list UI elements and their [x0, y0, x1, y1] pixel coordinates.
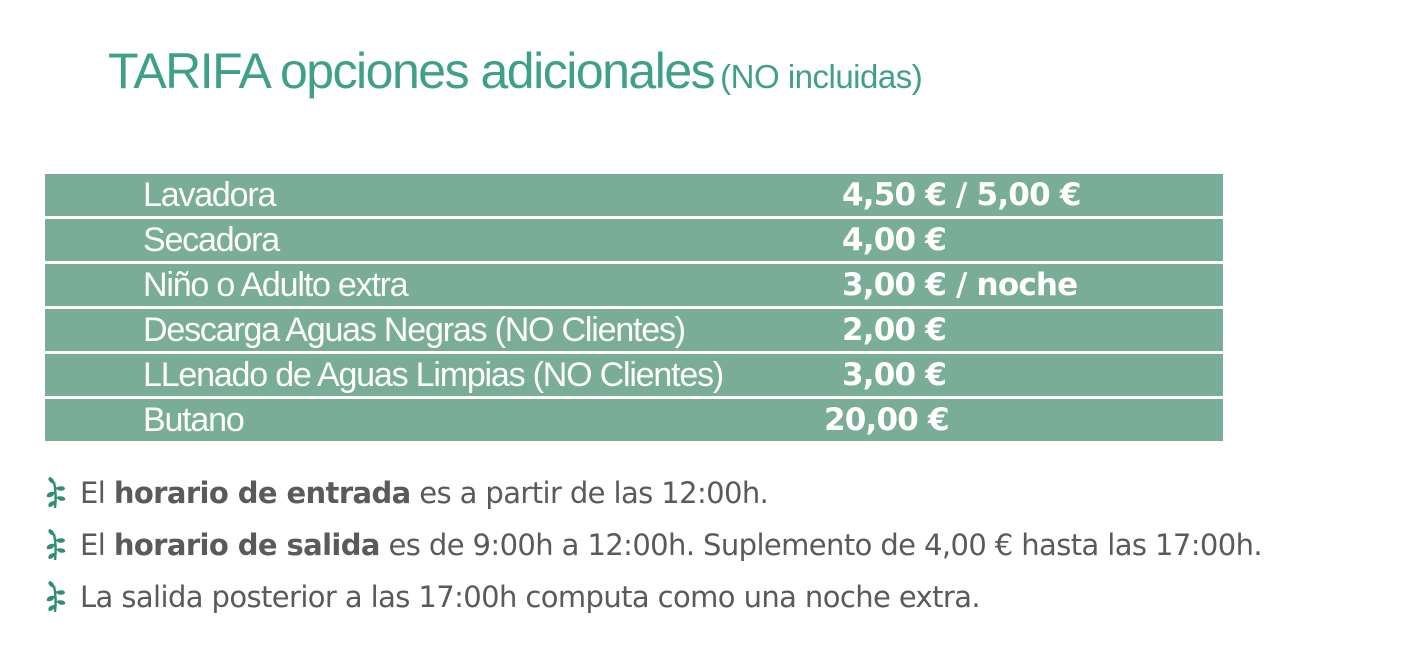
leaf-icon [44, 580, 70, 614]
rate-price: 3,00 € [842, 357, 947, 393]
rate-label: Niño o Adulto extra [143, 266, 409, 304]
note-check-in: El horario de entrada es a partir de las… [44, 467, 1424, 519]
rate-row-llenado-aguas-limpias: LLenado de Aguas Limpias (NO Clientes) 3… [45, 354, 1223, 396]
note-text: El horario de salida es de 9:00h a 12:00… [80, 528, 1263, 562]
note-check-out: El horario de salida es de 9:00h a 12:00… [44, 519, 1424, 571]
rate-row-descarga-aguas-negras: Descarga Aguas Negras (NO Clientes) 2,00… [45, 309, 1223, 351]
rate-label: LLenado de Aguas Limpias (NO Clientes) [143, 356, 724, 394]
title-main: TARIFA opciones adicionales [108, 43, 716, 99]
note-text: La salida posterior a las 17:00h computa… [80, 580, 981, 614]
leaf-icon [44, 476, 70, 510]
notes-list: El horario de entrada es a partir de las… [44, 467, 1424, 623]
leaf-icon [44, 528, 70, 562]
rate-row-secadora: Secadora 4,00 € [45, 219, 1223, 261]
rate-price: 4,50 € / 5,00 € [842, 177, 1081, 213]
rate-row-butano: Butano 20,00 € [45, 399, 1223, 441]
note-text: El horario de entrada es a partir de las… [80, 476, 769, 510]
rate-label: Secadora [143, 221, 280, 259]
rate-label: Butano [143, 401, 245, 439]
rate-row-persona-extra: Niño o Adulto extra 3,00 € / noche [45, 264, 1223, 306]
rate-price: 4,00 € [842, 222, 947, 258]
rates-table: Lavadora 4,50 € / 5,00 € Secadora 4,00 €… [45, 174, 1223, 444]
rate-price: 3,00 € / noche [842, 267, 1078, 303]
rate-price: 2,00 € [842, 312, 947, 348]
rate-label: Descarga Aguas Negras (NO Clientes) [143, 311, 686, 349]
rate-price: 20,00 € [824, 402, 950, 438]
note-late-checkout: La salida posterior a las 17:00h computa… [44, 571, 1424, 623]
title-subtitle: (NO incluidas) [720, 58, 923, 95]
page-title: TARIFA opciones adicionales (NO incluidas… [108, 43, 923, 99]
rate-row-lavadora: Lavadora 4,50 € / 5,00 € [45, 174, 1223, 216]
rate-label: Lavadora [143, 176, 276, 214]
